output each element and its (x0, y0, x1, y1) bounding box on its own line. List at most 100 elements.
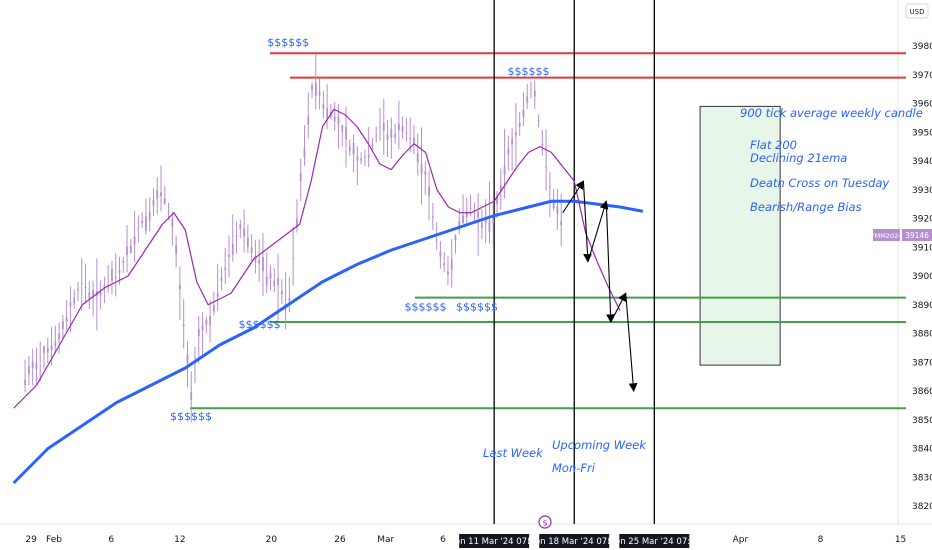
price-bar-body (209, 316, 212, 325)
price-bar-body (129, 246, 132, 253)
currency-label: USD (910, 8, 925, 16)
price-bar-body (39, 357, 42, 359)
price-bar-body (65, 317, 68, 322)
price-bar-body (99, 292, 102, 296)
price-bar-body (141, 220, 144, 224)
price-bar-body (288, 298, 291, 301)
price-bar-body (239, 224, 242, 229)
y-tick-label: 39200 (912, 215, 932, 225)
y-tick-label: 39400 (912, 157, 932, 167)
price-bar-body (465, 211, 468, 218)
price-bar-body (379, 126, 381, 128)
price-bar-body (375, 135, 378, 137)
projection-arrow (562, 180, 584, 214)
dollar-label: $$$$$$ (170, 410, 212, 423)
svg-text:$: $ (542, 519, 547, 528)
price-bar-body (530, 89, 532, 91)
date-label: Mon 25 Mar '24 07:30 (608, 537, 701, 547)
x-tick-label: 12 (174, 535, 185, 545)
date-label-bg (619, 534, 690, 548)
price-bar-body (61, 321, 64, 329)
upcoming-week-label: Upcoming Week (552, 438, 647, 452)
x-tick-label: 6 (440, 535, 446, 545)
price-bar-body (307, 116, 310, 125)
price-bar-body (163, 198, 166, 204)
price-bar-body (435, 239, 438, 241)
y-tick-label: 39100 (912, 243, 932, 253)
price-bar-body (450, 259, 453, 270)
dollar-label: $$$$$$ (267, 36, 309, 49)
y-tick-label: 39300 (912, 186, 932, 196)
y-tick-label: 39000 (912, 272, 932, 282)
dollar-label: $$$$$$ (239, 318, 281, 331)
price-bar-body (303, 148, 306, 158)
price-bar-body (194, 357, 196, 359)
projection-arrows (562, 180, 638, 393)
price-bar-body (186, 354, 189, 364)
horizontal-levels (190, 52, 906, 410)
projection-arrow (625, 293, 638, 393)
x-axis-ticks: 29 Feb 6 12 20 26 Mar 6 Apr 8 15 (25, 535, 906, 545)
price-bar-body (318, 91, 321, 96)
price-bar-body (431, 216, 434, 218)
price-bar-body (126, 246, 128, 256)
price-bar-body (443, 263, 446, 266)
price-bar-body (447, 271, 449, 275)
price-bar-body (552, 202, 555, 209)
price-bar-body (54, 342, 57, 346)
note-bias: Bearish/Range Bias (750, 200, 862, 214)
price-bar-body (148, 211, 151, 222)
price-bar-body (507, 148, 510, 155)
x-tick-label: 8 (818, 535, 824, 545)
price-bar-body (292, 257, 295, 259)
price-bar-body (182, 324, 185, 327)
y-tick-label: 39500 (912, 128, 932, 138)
price-bar-body (296, 218, 298, 228)
price-bar-body (31, 361, 34, 369)
price-bar-body (77, 288, 79, 291)
price-bar-body (337, 116, 340, 124)
x-tick-label: 6 (108, 535, 114, 545)
price-bar-body (50, 345, 53, 350)
price-bar-body (428, 186, 430, 196)
x-tick-label: 15 (895, 535, 906, 545)
price-bar-body (88, 292, 91, 299)
price-bar-body (481, 223, 483, 228)
price-bar-body (499, 185, 502, 192)
last-price-badge: YMM2024 39146 (870, 229, 932, 241)
price-bar-body (224, 267, 227, 270)
price-bar-body (518, 122, 521, 127)
price-bar-body (216, 293, 219, 298)
price-bar-body (416, 153, 419, 163)
y-tick-label: 38300 (912, 473, 932, 483)
price-bar-body (469, 207, 472, 209)
event-marker-icon[interactable]: $ (538, 515, 552, 529)
price-bar-body (137, 227, 140, 229)
currency-badge[interactable]: USD (905, 3, 929, 19)
price-bar-body (420, 164, 423, 174)
price-bar-body (458, 221, 461, 230)
price-bar-body (382, 122, 385, 131)
projection-arrow (587, 200, 609, 262)
note-declining-ema: Declining 21ema (750, 151, 847, 165)
price-bar-body (84, 286, 87, 288)
price-bar-body (503, 166, 506, 175)
price-bar-body (103, 284, 106, 289)
price-bar-body (360, 158, 363, 161)
price-bar-body (322, 104, 325, 109)
price-bar-body (413, 137, 415, 144)
price-bar-body (220, 277, 223, 282)
dollar-label: $$$$$$ (456, 301, 498, 314)
price-bar-body (122, 260, 125, 263)
price-bar-body (280, 291, 283, 295)
price-bar-body (228, 254, 230, 257)
date-label-bg (459, 534, 530, 548)
projection-arrow (610, 292, 627, 323)
price-bar-body (92, 290, 94, 298)
price-bar-body (43, 346, 45, 353)
price-bar-body (556, 206, 559, 214)
price-bar-body (492, 218, 495, 224)
price-bar-body (250, 247, 253, 254)
x-tick-label: 29 (25, 535, 37, 545)
